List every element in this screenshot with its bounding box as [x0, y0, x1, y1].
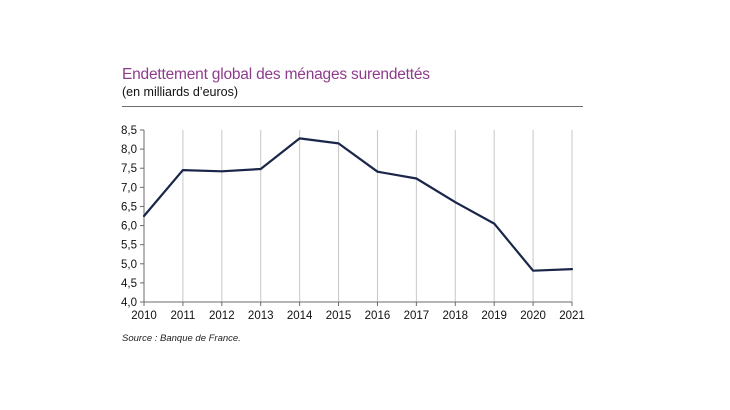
y-tick-label: 8,0: [121, 144, 137, 156]
x-tick-label: 2021: [559, 310, 585, 322]
x-tick-label: 2011: [171, 310, 196, 322]
chart-subtitle: (en milliards d’euros): [122, 85, 239, 99]
y-tick-label: 6,0: [121, 221, 137, 233]
x-tick-labels: 2010 2011 2012 2013 2014 2015 2016 2017 2018 2019…: [131, 310, 585, 322]
series-line-0: [142, 137, 574, 272]
series-lines: [142, 137, 574, 272]
y-tick-label: 7,0: [121, 182, 137, 194]
axes: [140, 129, 573, 306]
x-tick-label: 2016: [365, 310, 391, 322]
x-tick-label: 2013: [248, 310, 274, 322]
title-rule: [122, 106, 583, 107]
y-tick-label: 4,5: [121, 278, 137, 290]
x-tick-label: 2012: [209, 310, 235, 322]
y-tick-label: 6,5: [121, 201, 137, 213]
grid-lines: [182, 130, 573, 302]
x-tick-label: 2018: [442, 310, 468, 322]
x-tick-label: 2010: [131, 310, 157, 322]
x-tick-label: 2017: [404, 310, 430, 322]
x-tick-label: 2019: [481, 310, 507, 322]
x-tick-label: 2014: [287, 310, 313, 322]
y-tick-label: 7,5: [121, 163, 137, 175]
source-note: Source : Banque de France.: [122, 333, 241, 344]
y-tick-label: 5,0: [121, 259, 137, 271]
x-tick-label: 2020: [520, 310, 546, 322]
y-tick-label: 8,5: [121, 125, 137, 137]
y-tick-label: 4,0: [121, 297, 137, 309]
y-tick-label: 5,5: [121, 240, 137, 252]
y-tick-labels: 4,0 4,5 5,0 5,5 6,0 6,5 7,0 7,5 8,0 8,5: [121, 125, 137, 309]
chart-title: Endettement global des ménages surendett…: [122, 66, 430, 83]
x-tick-label: 2015: [326, 310, 352, 322]
